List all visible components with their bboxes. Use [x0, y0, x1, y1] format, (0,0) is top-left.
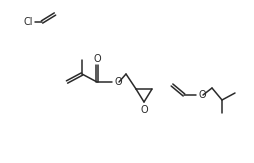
Text: O: O — [115, 77, 122, 87]
Text: Cl: Cl — [23, 17, 33, 27]
Text: O: O — [140, 105, 147, 115]
Text: O: O — [198, 90, 206, 100]
Text: O: O — [93, 54, 100, 64]
